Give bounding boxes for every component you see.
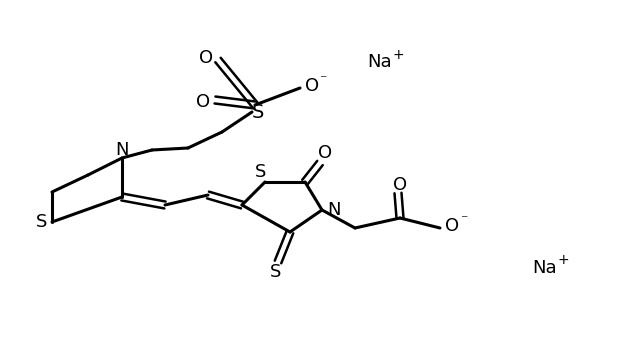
- Text: ⁻: ⁻: [460, 213, 468, 227]
- Text: N: N: [115, 141, 129, 159]
- Text: S: S: [36, 213, 48, 231]
- Text: S: S: [255, 163, 267, 181]
- Text: N: N: [327, 201, 340, 219]
- Text: O: O: [318, 144, 332, 162]
- Text: O: O: [199, 49, 213, 67]
- Text: ⁻: ⁻: [319, 73, 326, 87]
- Text: O: O: [445, 217, 459, 235]
- Text: S: S: [252, 104, 264, 122]
- Text: O: O: [196, 93, 210, 111]
- Text: O: O: [305, 77, 319, 95]
- Text: O: O: [393, 176, 407, 194]
- Text: Na: Na: [368, 53, 392, 71]
- Text: +: +: [557, 253, 569, 267]
- Text: S: S: [270, 263, 282, 281]
- Text: +: +: [392, 48, 404, 62]
- Text: Na: Na: [532, 259, 557, 277]
